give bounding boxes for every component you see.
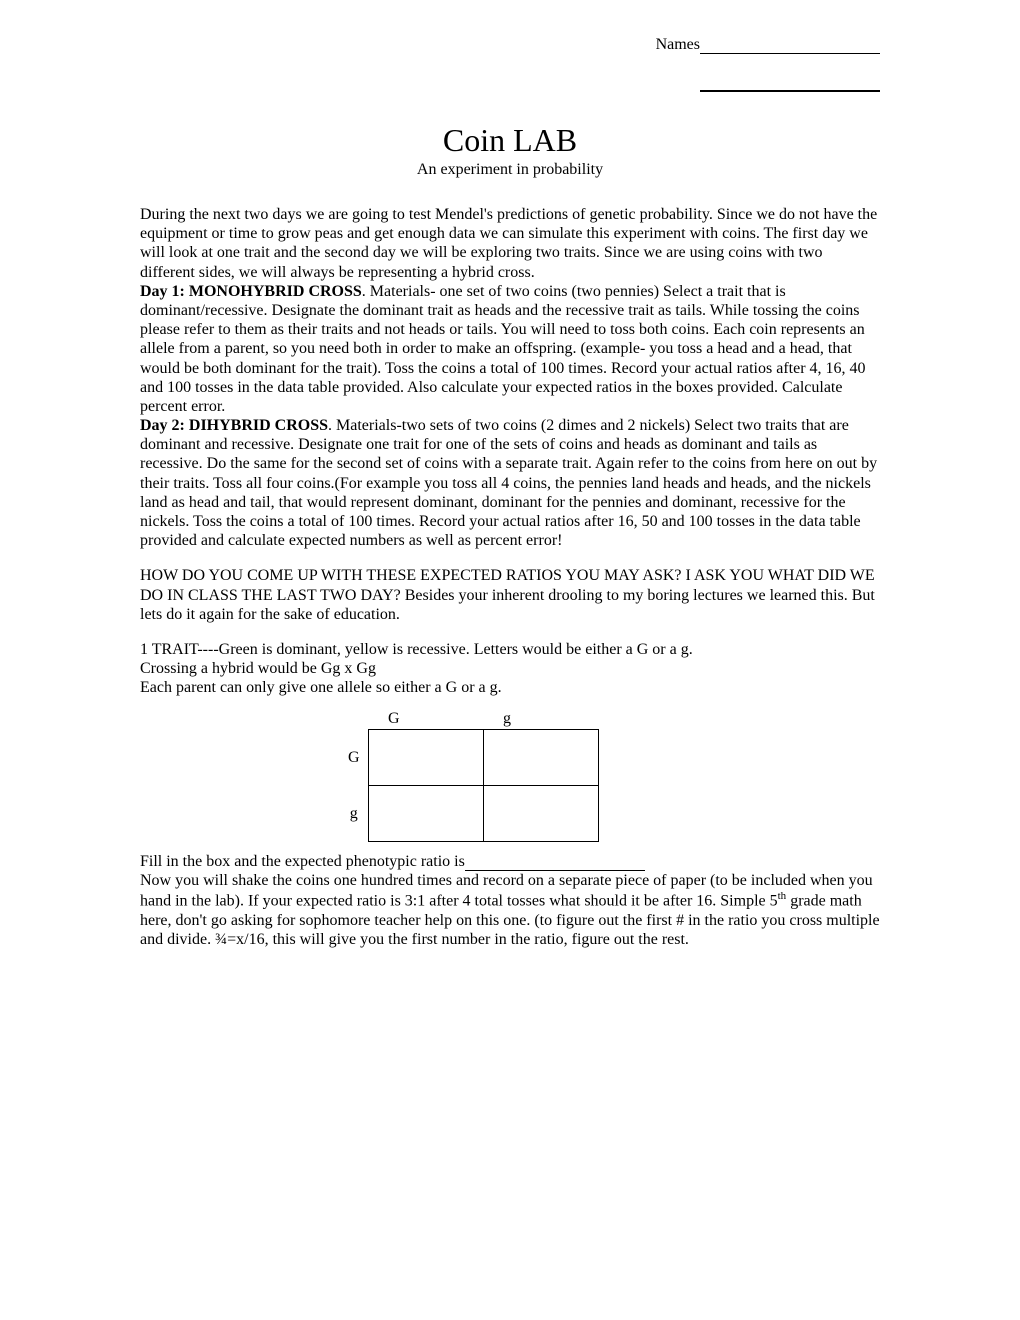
day1-text: . Materials- one set of two coins (two p…	[140, 283, 866, 415]
final-superscript: th	[778, 890, 787, 902]
day1-label: Day 1: MONOHYBRID CROSS	[140, 283, 362, 300]
trait-line-1: 1 TRAIT----Green is dominant, yellow is …	[140, 640, 880, 659]
punnett-col-2: g	[483, 708, 598, 730]
names-label: Names	[656, 36, 700, 53]
body-content: During the next two days we are going to…	[140, 205, 880, 949]
names-blank-1[interactable]	[700, 53, 880, 54]
punnett-row-2: g	[340, 786, 368, 842]
final-part-1: Now you will shake the coins one hundred…	[140, 872, 873, 910]
punnett-square: G g G g	[340, 708, 880, 843]
intro-paragraph: During the next two days we are going to…	[140, 205, 880, 282]
punnett-cell-2-2[interactable]	[483, 786, 598, 842]
final-paragraph: Now you will shake the coins one hundred…	[140, 871, 880, 949]
fill-text: Fill in the box and the expected phenoty…	[140, 853, 465, 870]
second-name-line	[140, 74, 880, 92]
day2-text: . Materials-two sets of two coins (2 dim…	[140, 417, 877, 549]
punnett-table: G g G g	[340, 708, 599, 843]
page-title: Coin LAB	[140, 122, 880, 159]
punnett-cell-2-1[interactable]	[368, 786, 483, 842]
trait-line-3: Each parent can only give one allele so …	[140, 678, 880, 697]
page-subtitle: An experiment in probability	[140, 161, 880, 179]
punnett-cell-1-1[interactable]	[368, 730, 483, 786]
day1-paragraph: Day 1: MONOHYBRID CROSS. Materials- one …	[140, 282, 880, 416]
names-line: Names	[140, 36, 880, 54]
punnett-corner	[340, 708, 368, 730]
fill-line: Fill in the box and the expected phenoty…	[140, 852, 880, 871]
punnett-col-1: G	[368, 708, 483, 730]
names-blank-2[interactable]	[700, 90, 880, 92]
ask-paragraph: HOW DO YOU COME UP WITH THESE EXPECTED R…	[140, 566, 880, 624]
punnett-row-1: G	[340, 730, 368, 786]
trait-line-2: Crossing a hybrid would be Gg x Gg	[140, 659, 880, 678]
day2-label: Day 2: DIHYBRID CROSS	[140, 417, 328, 434]
day2-paragraph: Day 2: DIHYBRID CROSS. Materials-two set…	[140, 416, 880, 550]
punnett-cell-1-2[interactable]	[483, 730, 598, 786]
